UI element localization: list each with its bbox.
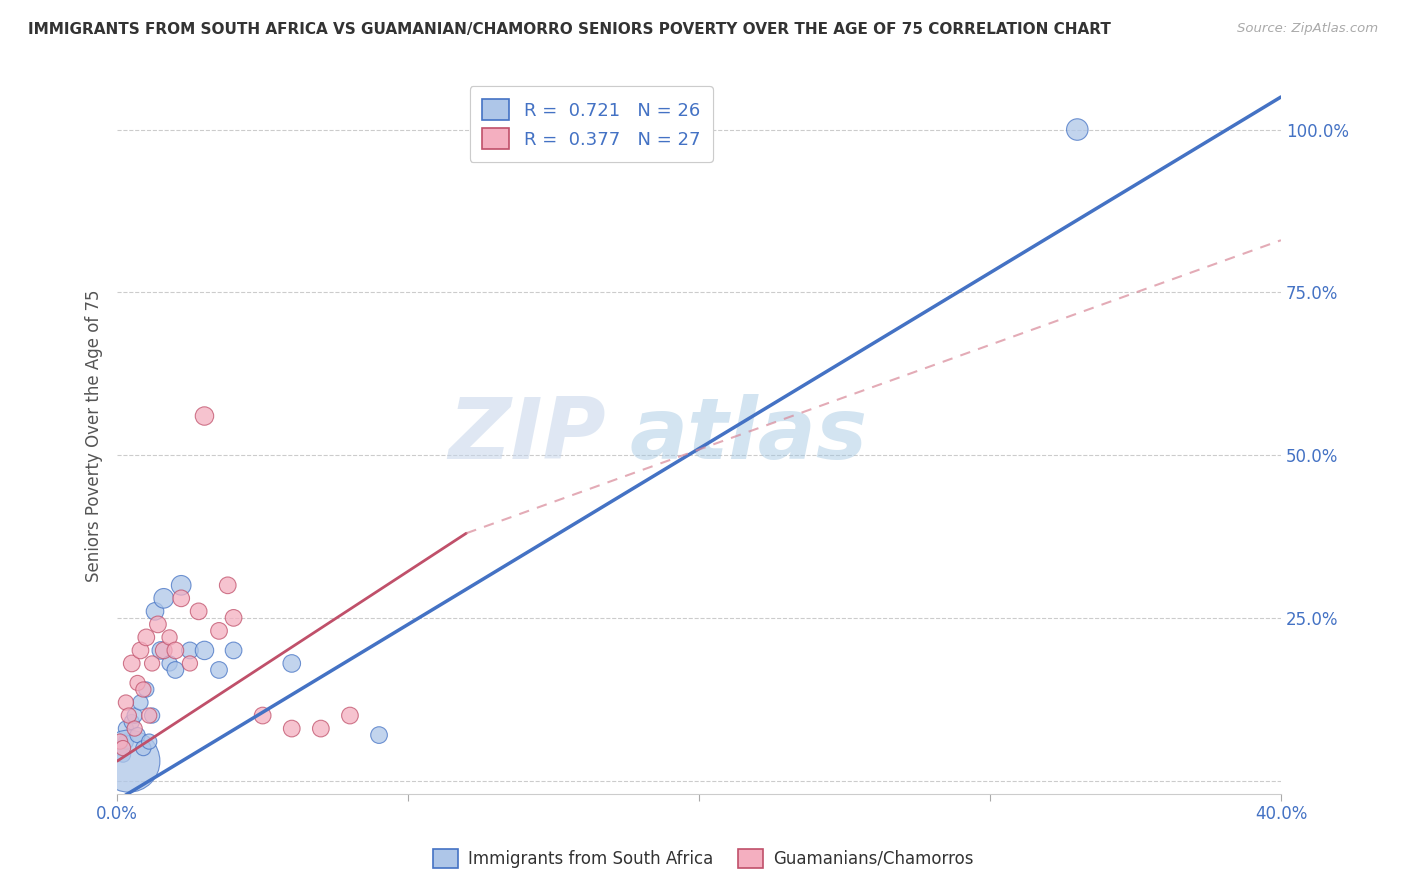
Point: [165, 643, 187, 657]
Point: [170, 578, 193, 592]
Point: [132, 741, 155, 756]
Point: [339, 708, 361, 723]
Point: [143, 604, 166, 618]
Point: [309, 722, 332, 736]
Text: IMMIGRANTS FROM SOUTH AFRICA VS GUAMANIAN/CHAMORRO SENIORS POVERTY OVER THE AGE : IMMIGRANTS FROM SOUTH AFRICA VS GUAMANIA…: [28, 22, 1111, 37]
Point: [187, 604, 209, 618]
Point: [118, 754, 141, 768]
Point: [111, 747, 134, 762]
Y-axis label: Seniors Poverty Over the Age of 75: Seniors Poverty Over the Age of 75: [86, 289, 103, 582]
Point: [170, 591, 193, 606]
Point: [129, 643, 152, 657]
Point: [132, 682, 155, 697]
Point: [115, 722, 138, 736]
Point: [165, 663, 187, 677]
Point: [138, 708, 160, 723]
Point: [281, 657, 304, 671]
Point: [138, 734, 160, 748]
Text: ZIP: ZIP: [449, 394, 606, 477]
Point: [152, 643, 174, 657]
Point: [193, 643, 215, 657]
Point: [222, 643, 245, 657]
Point: [108, 734, 131, 748]
Point: [152, 591, 174, 606]
Point: [124, 708, 146, 723]
Point: [129, 696, 152, 710]
Point: [146, 617, 169, 632]
Point: [179, 643, 201, 657]
Point: [281, 722, 304, 736]
Point: [118, 708, 141, 723]
Point: [121, 657, 143, 671]
Point: [115, 696, 138, 710]
Point: [208, 624, 231, 638]
Point: [217, 578, 239, 592]
Point: [368, 728, 391, 742]
Point: [141, 708, 163, 723]
Point: [141, 657, 163, 671]
Point: [1066, 122, 1088, 136]
Text: Source: ZipAtlas.com: Source: ZipAtlas.com: [1237, 22, 1378, 36]
Point: [108, 741, 131, 756]
Point: [135, 682, 157, 697]
Point: [149, 643, 172, 657]
Text: atlas: atlas: [630, 394, 868, 477]
Point: [127, 728, 149, 742]
Point: [193, 409, 215, 423]
Point: [159, 657, 181, 671]
Legend: Immigrants from South Africa, Guamanians/Chamorros: Immigrants from South Africa, Guamanians…: [426, 842, 980, 875]
Point: [127, 676, 149, 690]
Point: [208, 663, 231, 677]
Point: [124, 722, 146, 736]
Point: [121, 714, 143, 729]
Point: [135, 631, 157, 645]
Point: [222, 611, 245, 625]
Point: [115, 734, 138, 748]
Point: [111, 741, 134, 756]
Point: [179, 657, 201, 671]
Point: [159, 631, 181, 645]
Legend: R =  0.721   N = 26, R =  0.377   N = 27: R = 0.721 N = 26, R = 0.377 N = 27: [470, 87, 713, 161]
Point: [252, 708, 274, 723]
